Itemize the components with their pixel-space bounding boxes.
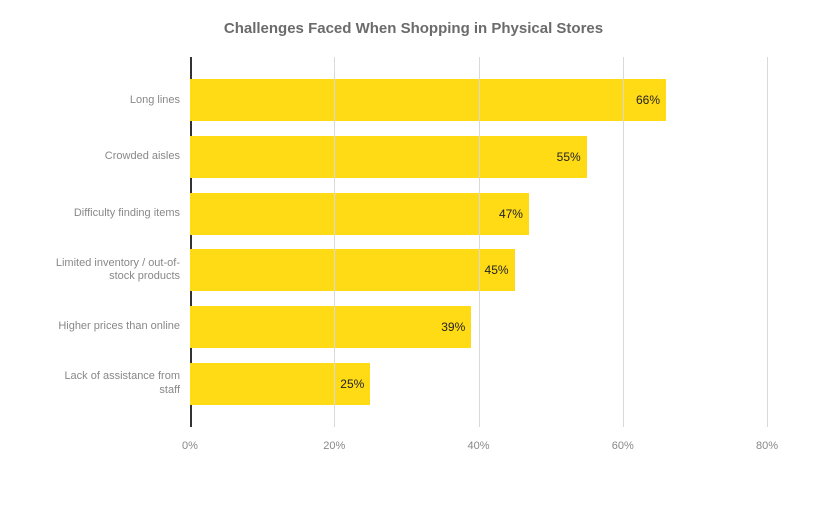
bar: 55%: [190, 136, 587, 178]
y-axis-label: Higher prices than online: [45, 320, 190, 333]
bar-value-label: 55%: [557, 150, 581, 164]
x-tick-label: 0%: [182, 440, 198, 452]
x-tick-label: 20%: [323, 440, 345, 452]
gridline: [479, 57, 480, 427]
bar: 45%: [190, 249, 515, 291]
y-axis-label: Crowded aisles: [45, 150, 190, 163]
bar: 25%: [190, 363, 370, 405]
bar: 66%: [190, 79, 666, 121]
y-axis-label: Difficulty finding items: [45, 207, 190, 220]
y-axis-label: Limited inventory / out-of-stock product…: [45, 257, 190, 283]
bar-value-label: 39%: [441, 320, 465, 334]
bar-value-label: 66%: [636, 93, 660, 107]
gridline: [334, 57, 335, 427]
plot-area: Long lines66%Crowded aisles55%Difficulty…: [190, 57, 767, 457]
y-axis-label: Long lines: [45, 94, 190, 107]
bar-value-label: 47%: [499, 207, 523, 221]
chart-container: Challenges Faced When Shopping in Physic…: [0, 0, 827, 511]
y-axis-label: Lack of assistance from staff: [45, 370, 190, 396]
bar-value-label: 25%: [340, 377, 364, 391]
chart-title: Challenges Faced When Shopping in Physic…: [40, 20, 787, 37]
bar-value-label: 45%: [485, 263, 509, 277]
x-tick-label: 80%: [756, 440, 778, 452]
gridline: [767, 57, 768, 427]
x-tick-label: 40%: [467, 440, 489, 452]
bar: 39%: [190, 306, 471, 348]
gridline: [623, 57, 624, 427]
x-tick-label: 60%: [612, 440, 634, 452]
